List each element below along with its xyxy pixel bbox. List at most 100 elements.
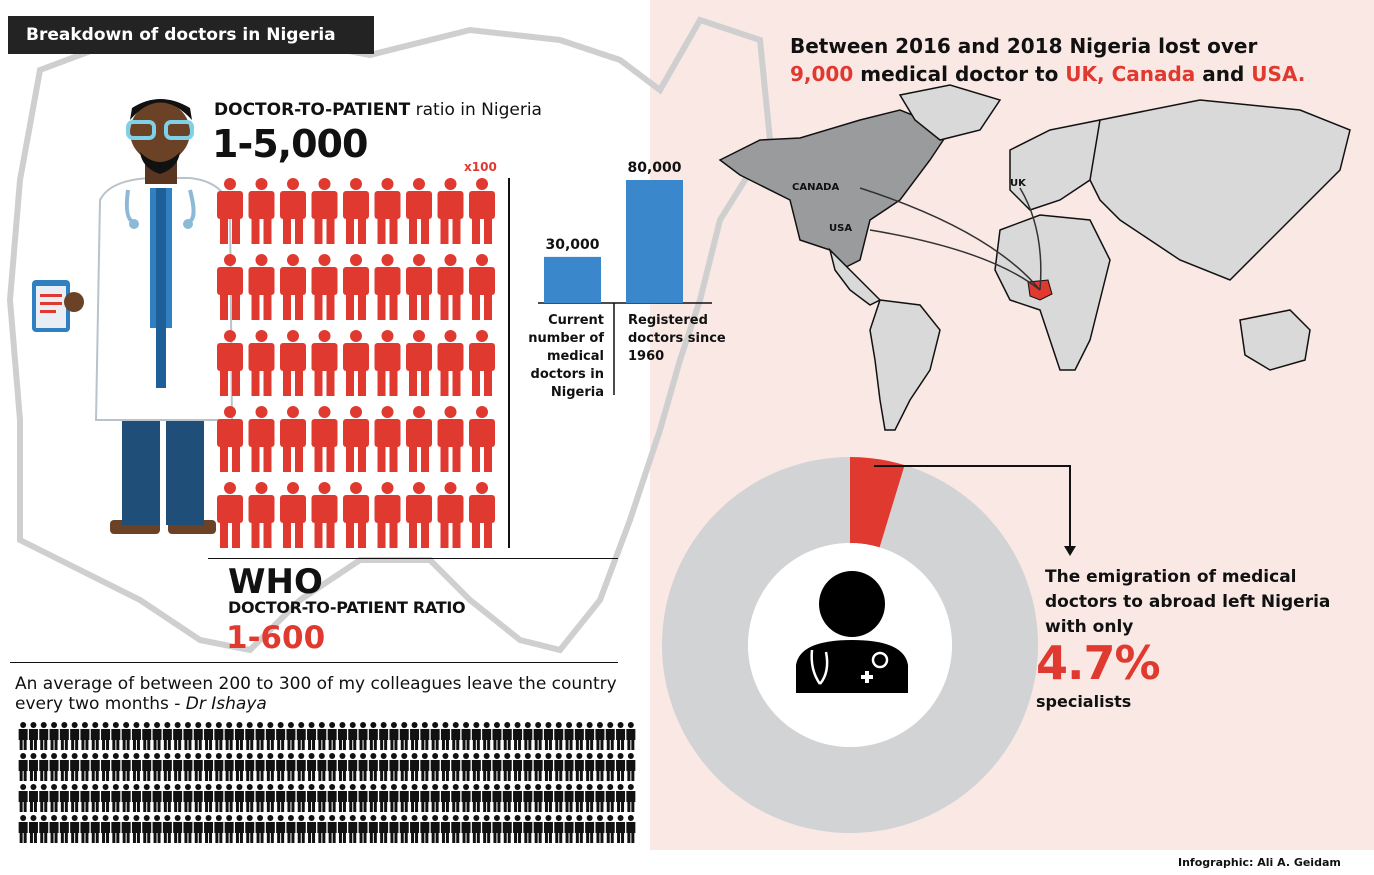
crowd-person-icon xyxy=(204,815,214,843)
crowd-person-icon xyxy=(265,753,275,781)
crowd-person-icon xyxy=(173,753,183,781)
crowd-person-icon xyxy=(451,722,461,750)
emigration-subtext: specialists xyxy=(1036,692,1132,711)
crowd-person-icon xyxy=(554,815,564,843)
crowd-person-icon xyxy=(265,815,275,843)
crowd-person-icon xyxy=(152,722,162,750)
crowd-person-icon xyxy=(502,784,512,812)
crowd-person-icon xyxy=(605,815,615,843)
crowd-person-icon xyxy=(492,815,502,843)
person-icon xyxy=(311,406,338,472)
crowd-person-icon xyxy=(430,784,440,812)
crowd-person-icon xyxy=(245,722,255,750)
crowd-person-icon xyxy=(255,815,265,843)
crowd-person-icon xyxy=(183,753,193,781)
crowd-person-icon xyxy=(554,784,564,812)
crowd-person-icon xyxy=(368,815,378,843)
crowd-person-icon xyxy=(399,784,409,812)
crowd-person-icon xyxy=(193,722,203,750)
crowd-person-icon xyxy=(121,722,131,750)
person-icon xyxy=(311,482,338,548)
crowd-person-icon xyxy=(39,784,49,812)
crowd-person-icon xyxy=(317,784,327,812)
crowd-person-icon xyxy=(193,784,203,812)
credit: Infographic: Ali A. Geidam xyxy=(1178,856,1341,869)
crowd-person-icon xyxy=(554,722,564,750)
crowd-person-icon xyxy=(28,722,38,750)
africa xyxy=(994,214,1111,371)
crowd-person-icon xyxy=(585,753,595,781)
map-label-canada: CANADA xyxy=(792,182,840,193)
person-icon xyxy=(311,330,338,396)
crowd-person-icon xyxy=(173,722,183,750)
bar-category-current: Current number of medical doctors in Nig… xyxy=(528,313,604,400)
crowd-person-icon xyxy=(482,753,492,781)
crowd-person-icon xyxy=(616,784,626,812)
person-icon xyxy=(437,330,464,396)
crowd-person-icon xyxy=(162,784,172,812)
crowd-person-icon xyxy=(616,753,626,781)
crowd-person-icon xyxy=(18,722,28,750)
person-icon xyxy=(437,482,464,548)
crowd-person-icon xyxy=(523,722,533,750)
crowd-person-icon xyxy=(214,815,224,843)
crowd-person-icon xyxy=(70,722,80,750)
crowd-person-icon xyxy=(234,815,244,843)
crowd-person-icon xyxy=(585,815,595,843)
crowd-person-icon xyxy=(152,815,162,843)
person-icon xyxy=(280,482,306,548)
crowd-person-icon xyxy=(307,722,317,750)
crowd-person-icon xyxy=(101,722,111,750)
crowd-person-icon xyxy=(101,753,111,781)
crowd-person-icon xyxy=(543,722,553,750)
crowd-person-icon xyxy=(214,722,224,750)
crowd-person-icon xyxy=(49,815,59,843)
crowd-person-icon xyxy=(131,784,141,812)
crowd-person-icon xyxy=(358,722,368,750)
crowd-person-icon xyxy=(214,784,224,812)
crowd-person-icon xyxy=(564,815,574,843)
crowd-person-icon xyxy=(245,784,255,812)
person-icon xyxy=(311,254,338,320)
crowd-person-icon xyxy=(523,753,533,781)
person-icon xyxy=(217,178,243,244)
crowd-person-icon xyxy=(317,722,327,750)
crowd-person-icon xyxy=(193,753,203,781)
crowd-person-icon xyxy=(296,815,306,843)
crowd-person-icon xyxy=(70,784,80,812)
crowd-person-icon xyxy=(255,722,265,750)
person-icon xyxy=(343,178,369,244)
crowd-person-icon xyxy=(605,784,615,812)
crowd-person-icon xyxy=(626,815,636,843)
crowd-person-icon xyxy=(80,784,90,812)
crowd-person-icon xyxy=(471,784,481,812)
crowd-person-icon xyxy=(389,722,399,750)
crowd-person-icon xyxy=(80,722,90,750)
crowd-person-icon xyxy=(101,815,111,843)
person-icon xyxy=(406,482,432,548)
crowd-person-icon xyxy=(49,722,59,750)
map-label-uk: UK xyxy=(1010,178,1026,189)
crowd-person-icon xyxy=(111,815,121,843)
crowd-person-icon xyxy=(543,753,553,781)
crowd-person-icon xyxy=(564,753,574,781)
crowd-person-icon xyxy=(399,815,409,843)
crowd-person-icon xyxy=(80,753,90,781)
person-icon xyxy=(280,178,306,244)
bar-category-registered: Registered doctors since 1960 xyxy=(628,313,726,364)
crowd-person-icon xyxy=(471,722,481,750)
crowd-person-icon xyxy=(276,722,286,750)
crowd-person-icon xyxy=(337,722,347,750)
crowd-person-icon xyxy=(214,753,224,781)
asia xyxy=(1089,99,1351,281)
crowd-person-icon xyxy=(286,815,296,843)
crowd-person-icon xyxy=(420,784,430,812)
crowd-person-icon xyxy=(482,784,492,812)
crowd-person-icon xyxy=(348,722,358,750)
crowd-person-icon xyxy=(204,722,214,750)
person-icon xyxy=(406,330,432,396)
crowd-person-icon xyxy=(410,722,420,750)
crowd-person-icon xyxy=(131,815,141,843)
crowd-person-icon xyxy=(379,722,389,750)
